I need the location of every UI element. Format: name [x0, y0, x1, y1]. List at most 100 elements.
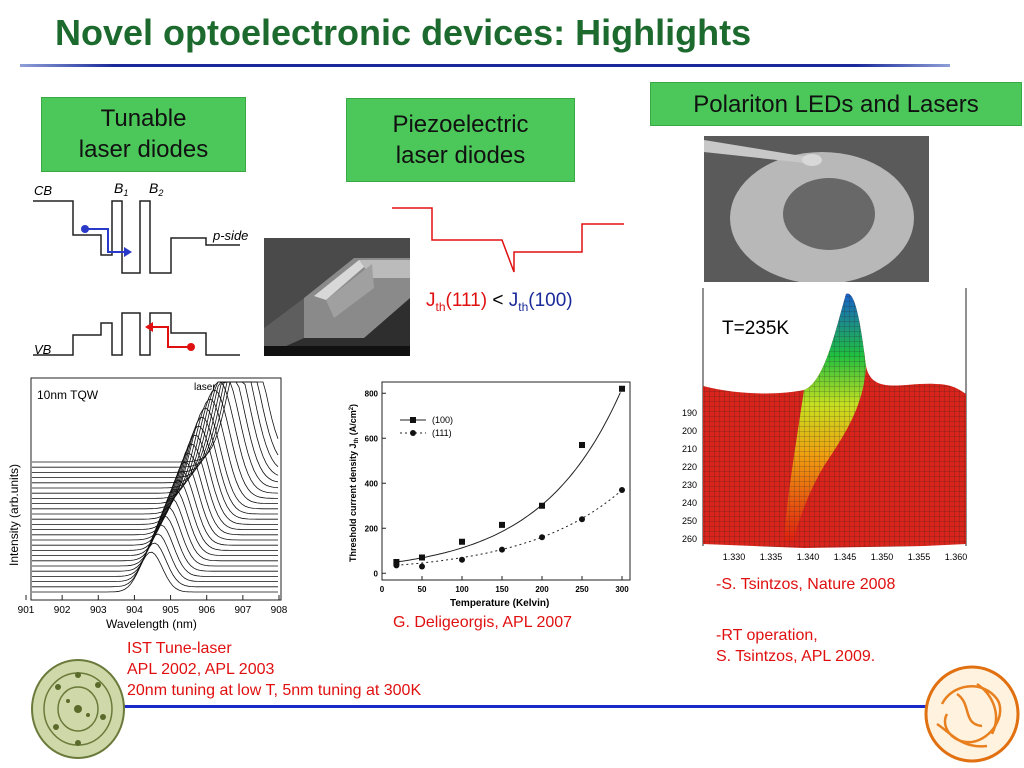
threshold-series — [393, 385, 625, 570]
tqw-spectrum-line — [32, 443, 278, 530]
jth-sub2: th — [518, 299, 529, 314]
ist-line3: 20nm tuning at low T, 5nm tuning at 300K — [127, 682, 422, 699]
threshold-point-100 — [419, 554, 425, 561]
surface-ytick-label: 200 — [682, 426, 697, 436]
threshold-point-100 — [499, 521, 505, 528]
tsintzos-apl-line1: -RT operation, — [716, 627, 818, 644]
threshold-point-100 — [579, 442, 585, 448]
tsintzos-apl-line2: S. Tsintzos, APL 2009. — [716, 648, 876, 665]
electron-path — [85, 228, 128, 253]
tqw-ylabel: Intensity (arb.units) — [7, 464, 21, 566]
jth-j1: J — [426, 290, 436, 311]
jth-111: (111) — [445, 290, 488, 311]
piezo-line2: laser diodes — [395, 142, 526, 169]
threshold-legend-label: (111) — [432, 428, 452, 438]
tqw-xtick-label: 908 — [271, 605, 288, 616]
surface-xtick-label: 1.355 — [908, 552, 931, 562]
threshold-point-111 — [539, 534, 545, 541]
tqw-spectrum-line — [32, 389, 278, 499]
tqw-spectrum-line — [32, 434, 278, 525]
threshold-xtick-label: 50 — [418, 585, 427, 594]
tsintzos-apl-caption: -RT operation, S. Tsintzos, APL 2009. — [716, 625, 875, 667]
threshold-xlabel: Temperature (Kelvin) — [450, 598, 549, 609]
surface-xtick-label: 1.345 — [834, 552, 857, 562]
threshold-ytick-label: 400 — [365, 479, 379, 488]
threshold-ytick-label: 600 — [365, 434, 379, 443]
threshold-point-100 — [459, 538, 465, 545]
threshold-xtick-label: 250 — [575, 585, 589, 594]
right-disc-logo — [924, 665, 1020, 763]
tqw-spectrum-line — [32, 533, 278, 582]
piezo-band-edge — [392, 207, 624, 273]
hole-path — [150, 326, 191, 348]
threshold-chart: 0 50 100 150 200 250 300 0 200 400 600 800 (100) (11… — [348, 381, 631, 609]
tqw-spectrum-line — [32, 398, 278, 504]
surface-xticks: 1.330 1.335 1.340 1.345 1.350 1.355 1.360 — [723, 552, 968, 562]
piezo-line1: Piezoelectric — [392, 111, 529, 138]
tqw-spectrum-line — [32, 416, 278, 515]
tqw-xtick-label: 902 — [54, 605, 71, 616]
page-title: Novel optoelectronic devices: Highlights — [55, 12, 752, 53]
jth-lt: < — [492, 290, 504, 311]
tqw-spectrum-line — [32, 381, 279, 484]
tqw-frame — [30, 377, 282, 601]
tsintzos-nature-caption: -S. Tsintzos, Nature 2008 — [716, 576, 896, 593]
deligeorgis-caption: G. Deligeorgis, APL 2007 — [393, 614, 573, 631]
tqw-xtick-label: 903 — [90, 605, 107, 616]
threshold-point-100 — [619, 385, 625, 392]
tqw-spectrum-line — [32, 461, 278, 541]
surface-xtick-label: 1.360 — [945, 552, 968, 562]
tqw-label: 10nm TQW — [37, 388, 99, 402]
ist-line1: IST Tune-laser — [127, 640, 232, 657]
threshold-xtick-label: 200 — [535, 585, 549, 594]
threshold-xtick-label: 100 — [455, 585, 469, 594]
jth-100: (100) — [528, 290, 573, 311]
tqw-xtick-label: 904 — [126, 605, 143, 616]
tqw-laser-label: laser — [194, 382, 216, 393]
threshold-legend-marker — [410, 430, 416, 436]
b2-label: B2 — [149, 180, 163, 198]
tqw-xtick-label: 901 — [18, 605, 35, 616]
tqw-spectrum-line — [32, 506, 278, 567]
surface-ytick-label: 260 — [682, 534, 697, 544]
tqw-xlabel: Wavelength (nm) — [106, 617, 197, 631]
surface-xtick-label: 1.330 — [723, 552, 746, 562]
threshold-xtick-label: 0 — [380, 585, 385, 594]
tunable-line2: laser diodes — [78, 136, 209, 163]
tqw-spectrum-line — [32, 551, 278, 593]
ist-line2: APL 2002, APL 2003 — [127, 661, 275, 678]
threshold-point-111 — [499, 546, 505, 553]
threshold-point-100 — [393, 559, 400, 565]
threshold-point-111 — [393, 562, 400, 569]
piezo-band-line — [392, 207, 624, 273]
jth-comparison: Jth(111) < Jth(100) — [426, 290, 573, 314]
tqw-xtick-label: 906 — [198, 605, 215, 616]
piezo-laser-box: Piezoelectric laser diodes — [346, 98, 575, 182]
tqw-spectrum-line — [32, 452, 278, 536]
polariton-label: Polariton LEDs and Lasers — [693, 91, 979, 118]
threshold-ylabel: Threshold current density Jth (A/cm2) — [348, 404, 360, 562]
sem-laser-image — [264, 238, 410, 356]
surface-ytick-label: 190 — [682, 408, 697, 418]
surface-xtick-label: 1.340 — [797, 552, 820, 562]
tqw-spectrum-line — [32, 488, 278, 556]
electron-arrow-icon — [124, 247, 132, 257]
surface-yticks: 190 200 210 220 230 240 250 260 — [682, 408, 697, 544]
tqw-xtick-label: 907 — [235, 605, 252, 616]
threshold-point-100 — [539, 502, 545, 509]
surface-ytick-label: 210 — [682, 444, 697, 454]
tunable-laser-box: Tunable laser diodes — [41, 97, 246, 172]
band-diagram: CB B1 B2 VB p-side — [33, 180, 248, 357]
temperature-label: T=235K — [722, 318, 789, 339]
tqw-spectrum-line — [32, 542, 278, 588]
threshold-ytick-label: 0 — [374, 569, 379, 578]
threshold-axes: 0 50 100 150 200 250 300 0 200 400 600 800 — [365, 381, 631, 594]
tqw-spectra-chart: 901 902 903 904 905 906 907 908 10nm TQW laser … — [7, 377, 288, 631]
conduction-band — [33, 200, 240, 274]
threshold-fit-line — [396, 392, 621, 563]
threshold-point-111 — [419, 563, 425, 570]
tqw-ticks: 901 902 903 904 905 906 907 908 — [18, 595, 288, 616]
threshold-point-111 — [579, 516, 585, 523]
surface-ytick-label: 250 — [682, 516, 697, 526]
